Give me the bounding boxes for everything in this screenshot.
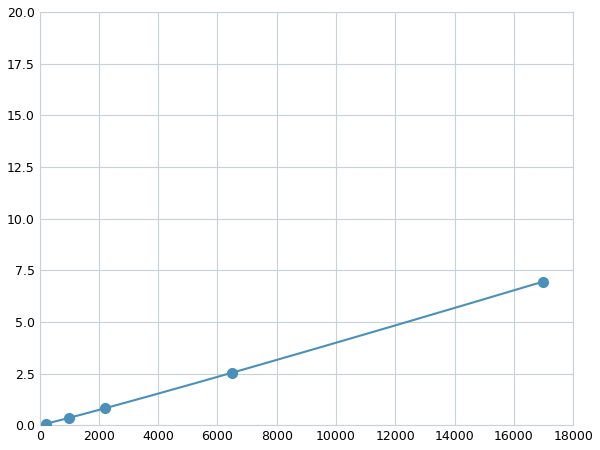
- Point: [227, 369, 237, 376]
- Point: [100, 405, 110, 412]
- Point: [539, 278, 548, 285]
- Point: [65, 414, 74, 421]
- Point: [41, 420, 50, 427]
